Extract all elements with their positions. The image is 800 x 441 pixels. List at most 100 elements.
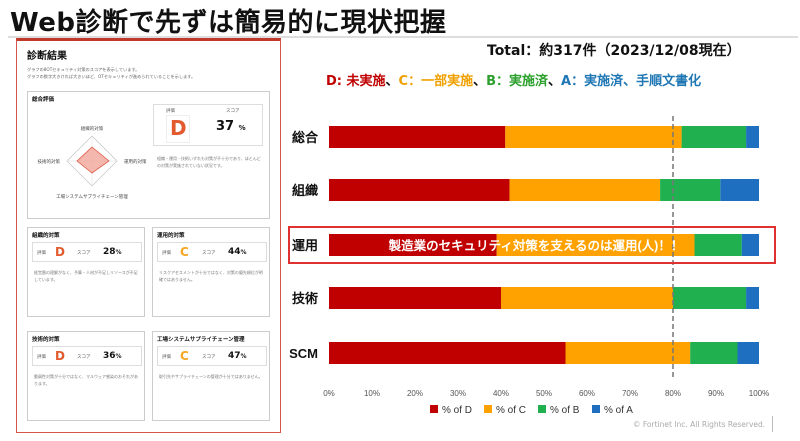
- section-score-label: スコア: [202, 355, 216, 360]
- section-score-unit: %: [240, 353, 247, 360]
- section-heading: 運用的対策: [157, 233, 185, 239]
- overall-comment: 組織・運用・技術いずれも対策が不十分であり、ほとんどの対策が実施されていない状況…: [157, 156, 261, 168]
- section-comment: 取引先やサプライチェーンの管理が十分ではありません。: [159, 374, 263, 379]
- legend-label: % of D: [442, 405, 472, 416]
- section-heading: 工場システムサプライチェーン管理: [157, 337, 245, 343]
- section-grade-letter: C: [180, 349, 189, 363]
- total-count-label: Total：約317件（2023/12/08現在）: [487, 43, 741, 59]
- radar-label-supply-chain: 工場システムサプライチェーン管理: [56, 193, 128, 200]
- grade-def-separator: 、: [473, 74, 487, 89]
- bar-ofc-3: [501, 287, 673, 309]
- x-tick-label: 70%: [622, 389, 638, 398]
- section-score-label: スコア: [77, 355, 91, 360]
- bar-ofb-4: [690, 342, 738, 364]
- radar-label-technical: 技術的対策: [38, 158, 61, 165]
- section-grade-letter: D: [55, 349, 65, 363]
- bar-ofa-4: [737, 342, 759, 364]
- section-box-supply-chain: 工場システムサプライチェーン管理 評価 C スコア 47% 取引先やサプライチェ…: [152, 331, 270, 421]
- x-tick-label: 90%: [708, 389, 724, 398]
- grade-def-separator: 、: [548, 74, 562, 89]
- section-grade-panel: 評価 C スコア 47%: [157, 346, 267, 366]
- overall-score: 37 %: [216, 119, 246, 134]
- report-description-line-1: グラフの8OTセキュリティ対策のスコアを表示しています。: [27, 67, 140, 72]
- category-label: 組織: [292, 183, 318, 198]
- section-score: 28%: [103, 247, 122, 257]
- grade-def-D: D: 未実施: [326, 74, 386, 89]
- section-score-label: スコア: [202, 251, 216, 256]
- section-score-unit: %: [240, 249, 247, 256]
- category-label: SCM: [289, 346, 318, 361]
- bar-ofb-3: [673, 287, 747, 309]
- bar-ofd-4: [329, 342, 566, 364]
- x-tick-label: 50%: [536, 389, 552, 398]
- bar-ofb-2: [694, 234, 742, 256]
- section-heading: 技術的対策: [32, 337, 60, 343]
- bar-ofd-2: [329, 234, 497, 256]
- section-score-unit: %: [115, 353, 122, 360]
- overall-radar-area: [76, 146, 110, 174]
- legend-label: % of B: [550, 405, 580, 416]
- radar-label-operation: 運用的対策: [124, 158, 147, 165]
- section-score: 36%: [103, 351, 122, 361]
- section-score-value: 28: [103, 247, 116, 257]
- overall-evaluation-box: 総合評価 組織的対策 運用的対策 技術的対策 工場システムサプライチェーン管理 …: [27, 91, 270, 219]
- legend-swatch: [592, 405, 600, 413]
- section-grade-label: 評価: [162, 355, 171, 360]
- section-grade-letter: D: [55, 245, 65, 259]
- grade-definition-legend: D: 未実施、C：一部実施、B：実施済、A：実施済、手順文書化: [326, 70, 701, 89]
- bar-ofb-1: [660, 179, 721, 201]
- section-box-operation: 運用的対策 評価 C スコア 44% リスクアセスメントが十分ではなく、対策の優…: [152, 227, 270, 317]
- bar-ofd-0: [329, 126, 506, 148]
- grade-def-C: C：一部実施: [398, 74, 474, 89]
- x-tick-label: 10%: [364, 389, 380, 398]
- overall-heading: 総合評価: [32, 97, 55, 103]
- report-title: 診断結果: [27, 51, 67, 62]
- radar-label-organization: 組織的対策: [81, 125, 104, 132]
- x-tick-label: 0%: [323, 389, 335, 398]
- section-score: 47%: [228, 351, 247, 361]
- overall-score-value: 37: [216, 119, 235, 134]
- x-tick-label: 30%: [450, 389, 466, 398]
- section-grade-label: 評価: [37, 251, 46, 256]
- overall-radar-chart: 組織的対策 運用的対策 技術的対策 工場システムサプライチェーン管理: [38, 125, 147, 200]
- legend-swatch: [484, 405, 492, 413]
- title-divider: [8, 36, 798, 38]
- page-title: Web診断で先ずは簡易的に現状把握: [10, 8, 447, 38]
- category-label: 総合: [292, 130, 319, 145]
- overall-score-label: スコア: [226, 109, 240, 114]
- overall-grade-panel: 評価 スコア D 37 %: [153, 104, 263, 146]
- section-grade-panel: 評価 D スコア 28%: [32, 242, 142, 262]
- section-grade-panel: 評価 D スコア 36%: [32, 346, 142, 366]
- x-tick-label: 100%: [749, 389, 769, 398]
- legend-label: % of A: [604, 405, 633, 416]
- section-grade-label: 評価: [162, 251, 171, 256]
- section-score-value: 44: [228, 247, 241, 257]
- bar-ofa-1: [720, 179, 759, 201]
- annotation-text: 製造業のセキュリティ対策を支えるのは運用(人)！！: [388, 238, 684, 253]
- category-label: 運用: [292, 238, 318, 253]
- overall-grade-box: D: [166, 115, 190, 143]
- legend-swatch: [430, 405, 438, 413]
- bar-ofc-2: [496, 234, 695, 256]
- section-score-unit: %: [115, 249, 122, 256]
- bar-ofa-2: [741, 234, 759, 256]
- grade-def-A: A：実施済、手順文書化: [561, 74, 702, 89]
- x-tick-label: 60%: [579, 389, 595, 398]
- section-comment: 脆弱性対策が十分ではなく、マルウェア感染のおそれがあります。: [34, 374, 138, 386]
- diagnosis-report-card: 診断結果 グラフの8OTセキュリティ対策のスコアを表示しています。 グラフの数字…: [16, 38, 281, 433]
- bar-ofd-1: [329, 179, 510, 201]
- legend-swatch: [538, 405, 546, 413]
- bar-ofc-4: [565, 342, 691, 364]
- section-comment: リスクアセスメントが十分ではなく、対策の優先順位が明確ではありません。: [159, 270, 263, 282]
- overall-grade-label: 評価: [166, 109, 175, 114]
- grade-def-separator: 、: [385, 74, 399, 89]
- section-grade-label: 評価: [37, 355, 46, 360]
- report-description: グラフの8OTセキュリティ対策のスコアを表示しています。 グラフの数字大きければ…: [27, 67, 272, 80]
- overall-grade-letter: D: [170, 116, 187, 140]
- section-score: 44%: [228, 247, 247, 257]
- section-heading: 組織的対策: [32, 233, 60, 239]
- footer-divider: [772, 416, 773, 432]
- highlight-box: [288, 226, 776, 264]
- footer-copyright: © Fortinet Inc. All Rights Reserved.: [633, 420, 766, 429]
- section-grade-panel: 評価 C スコア 44%: [157, 242, 267, 262]
